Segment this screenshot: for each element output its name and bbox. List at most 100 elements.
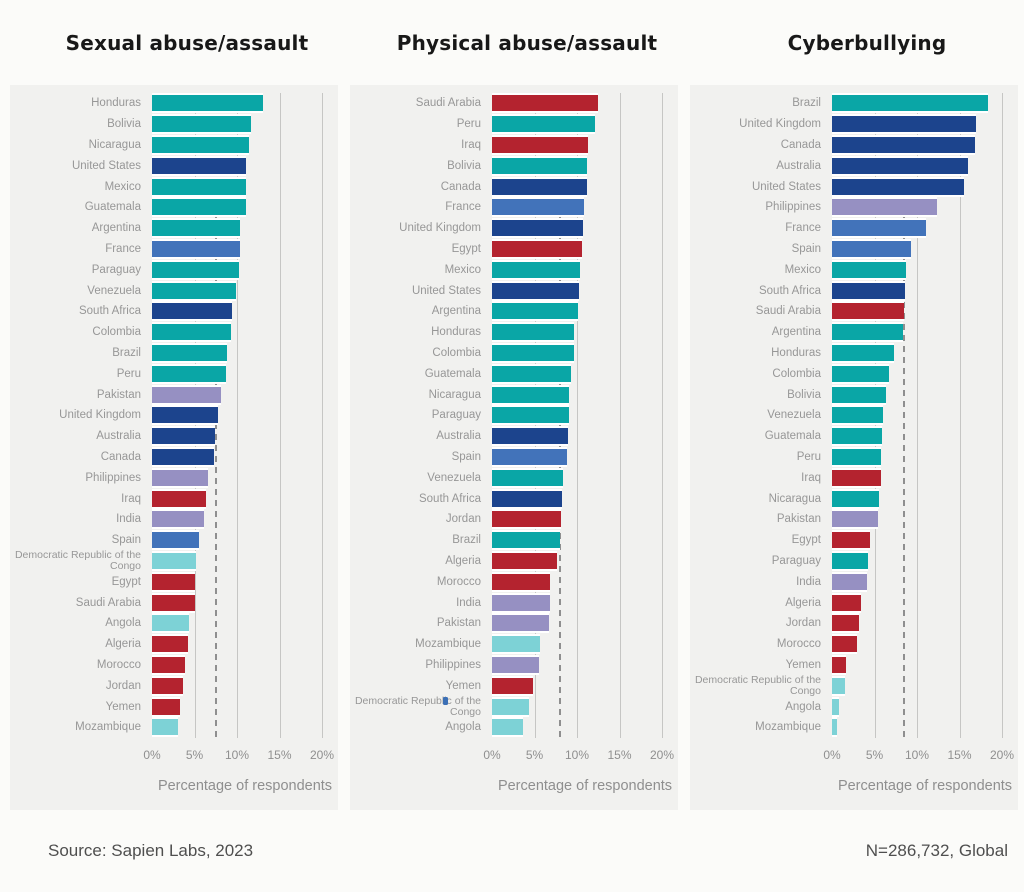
bar: [492, 675, 533, 696]
axis-tick-label: 15%: [267, 748, 292, 762]
bar-row: Argentina: [10, 218, 338, 239]
bar-row: Philippines: [350, 654, 678, 676]
bar: [152, 613, 189, 634]
bar: [492, 238, 583, 259]
axis-tick-label: 10%: [224, 748, 250, 762]
country-label: Honduras: [91, 97, 141, 110]
country-label: Egypt: [451, 242, 481, 255]
bar: [832, 342, 895, 363]
country-label: Paraguay: [771, 554, 821, 567]
x-axis-label: Percentage of respondents: [837, 778, 1013, 794]
x-axis-label: Percentage of respondents: [157, 778, 333, 794]
country-label: United Kingdom: [59, 409, 141, 422]
country-label: Guatemala: [764, 430, 821, 443]
bar-row: South Africa: [350, 488, 678, 509]
country-label: South Africa: [78, 305, 141, 318]
bar-row: Angola: [690, 696, 1018, 717]
country-label: Mexico: [104, 180, 141, 193]
chart-panel-physical-abuse: Saudi Arabia Peru Iraq Bolivia Canada France U…: [350, 85, 678, 810]
country-label: Canada: [100, 450, 141, 463]
bar-row: Pakistan: [10, 384, 338, 405]
bar-row: Australia: [350, 426, 678, 447]
bar-row: Australia: [10, 426, 338, 447]
bar: [832, 634, 857, 655]
bar-row: Yemen: [350, 675, 678, 696]
bar: [152, 696, 181, 717]
bar-row: Bolivia: [690, 384, 1018, 405]
x-axis: 0% 5% 10% 15% 20%: [10, 748, 338, 764]
bar-row: United Kingdom: [350, 218, 678, 239]
mean-dashed-line: [903, 93, 906, 738]
bar-row: United States: [350, 280, 678, 301]
country-label: Argentina: [771, 326, 821, 339]
bar-row: Morocco: [350, 571, 678, 592]
country-label: Algeria: [445, 554, 481, 567]
bar-row: Colombia: [690, 363, 1018, 384]
gridline: [1002, 93, 1003, 738]
bar-row: Saudi Arabia: [690, 301, 1018, 322]
bar-row: Canada: [690, 134, 1018, 156]
country-label: Philippines: [765, 201, 821, 214]
bar: [152, 467, 209, 488]
bar-row: Guatemala: [350, 363, 678, 384]
bar-row: Yemen: [690, 654, 1018, 676]
bar: [492, 696, 529, 717]
bar-row: Jordan: [690, 613, 1018, 634]
bar-row: Paraguay: [350, 405, 678, 426]
bar-row: Peru: [350, 114, 678, 135]
country-label: Angola: [105, 617, 141, 630]
country-label: Paraguay: [91, 263, 141, 276]
bar: [492, 550, 558, 571]
bar: [152, 197, 246, 218]
bar-row: Philippines: [10, 467, 338, 488]
country-label: Philippines: [425, 658, 481, 671]
bar-row: Philippines: [690, 197, 1018, 218]
country-label: United Kingdom: [739, 118, 821, 131]
bar: [832, 696, 839, 717]
bar: [492, 93, 599, 114]
country-label: Angola: [445, 721, 481, 734]
bar-row: United Kingdom: [10, 405, 338, 426]
bar-row: Brazil: [690, 93, 1018, 114]
bar: [152, 654, 186, 675]
bar: [832, 363, 889, 384]
country-label: Pakistan: [776, 513, 821, 526]
country-label: Argentina: [431, 305, 481, 318]
country-label: Brazil: [452, 534, 481, 547]
bar-row: Peru: [10, 363, 338, 384]
bar: [152, 259, 239, 280]
blue-square-artifact: [443, 697, 448, 705]
bar-row: Mozambique: [10, 717, 338, 738]
country-label: Venezuela: [87, 284, 141, 297]
country-label: India: [116, 513, 141, 526]
bar-row: Venezuela: [350, 467, 678, 488]
bar: [832, 114, 976, 135]
bar: [832, 467, 882, 488]
bar: [152, 426, 215, 447]
bar-row: United States: [690, 176, 1018, 197]
bar: [832, 238, 912, 259]
axis-tick-label: 0%: [823, 748, 841, 762]
charts-container: Honduras Bolivia Nicaragua United States Mex…: [0, 85, 1024, 810]
bar: [492, 530, 560, 551]
bar: [492, 405, 569, 426]
bar-row: Jordan: [10, 675, 338, 696]
bar: [492, 467, 564, 488]
country-label: Morocco: [96, 658, 141, 671]
bar: [492, 571, 550, 592]
country-label: South Africa: [418, 492, 481, 505]
bar: [492, 197, 584, 218]
country-label: Morocco: [776, 638, 821, 651]
bar-row: Saudi Arabia: [350, 93, 678, 114]
bar-row: United States: [10, 155, 338, 176]
bar-row: United Kingdom: [690, 114, 1018, 135]
country-label: India: [796, 575, 821, 588]
bar-row: Colombia: [350, 342, 678, 364]
bar-row: France: [690, 218, 1018, 239]
bar-row: Jordan: [350, 509, 678, 530]
bar-row: India: [690, 571, 1018, 592]
country-label: Mexico: [784, 263, 821, 276]
bar: [152, 301, 232, 322]
sample-size-text: N=286,732, Global: [865, 841, 1008, 860]
x-axis-label: Percentage of respondents: [497, 778, 673, 794]
